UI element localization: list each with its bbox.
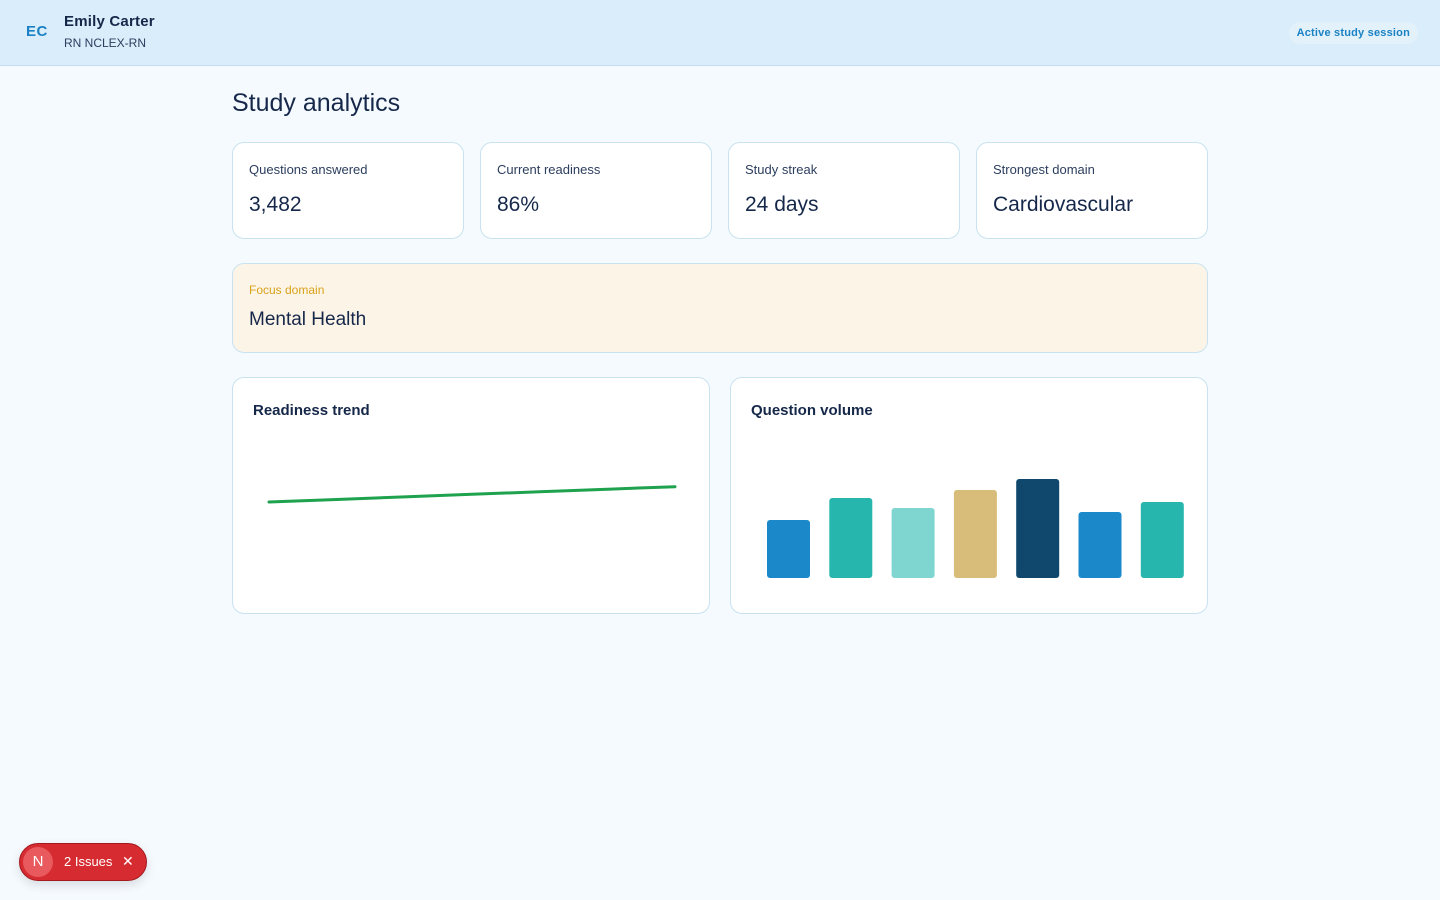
stat-value: 24 days (745, 193, 819, 216)
stat-label: Study streak (745, 162, 818, 177)
question-volume-panel: Question volume (730, 377, 1208, 614)
top-bar: EC Emily Carter RN NCLEX-RN Active study… (0, 0, 1440, 66)
readiness-trend-chart (267, 485, 677, 504)
focus-domain-card: Focus domain Mental Health (232, 263, 1208, 353)
issues-badge[interactable]: N 2 Issues ✕ (19, 843, 147, 881)
volume-bar (1140, 502, 1184, 578)
volume-bar (1078, 512, 1122, 578)
volume-bar (1016, 479, 1060, 578)
stat-card-readiness: Current readiness 86% (480, 142, 712, 239)
focus-label: Focus domain (249, 283, 325, 297)
stat-value: 3,482 (249, 193, 302, 216)
trend-line (267, 485, 677, 504)
volume-bar (767, 520, 810, 578)
stat-card-streak: Study streak 24 days (728, 142, 960, 239)
chart-title: Question volume (751, 402, 873, 419)
stat-value: Cardiovascular (993, 193, 1134, 216)
page-title: Study analytics (232, 89, 401, 117)
user-name: Emily Carter (64, 13, 155, 30)
stat-label: Strongest domain (993, 162, 1095, 177)
stat-label: Questions answered (249, 162, 368, 177)
close-icon[interactable]: ✕ (122, 853, 134, 869)
session-badge: Active study session (1288, 22, 1418, 44)
focus-value: Mental Health (249, 309, 367, 330)
user-credentials: RN NCLEX-RN (64, 36, 147, 50)
stat-label: Current readiness (497, 162, 601, 177)
stat-value: 86% (497, 193, 540, 216)
stat-card-strongest-domain: Strongest domain Cardiovascular (976, 142, 1208, 239)
stat-card-questions: Questions answered 3,482 (232, 142, 464, 239)
volume-bar (891, 508, 935, 578)
question-volume-chart (767, 479, 1184, 578)
issues-count[interactable]: 2 Issues (64, 854, 113, 869)
next-logo-icon: N (23, 847, 53, 877)
avatar: EC (26, 23, 48, 40)
volume-bar (829, 498, 873, 578)
readiness-trend-panel: Readiness trend (232, 377, 710, 614)
volume-bar (953, 490, 997, 578)
chart-title: Readiness trend (253, 402, 370, 419)
